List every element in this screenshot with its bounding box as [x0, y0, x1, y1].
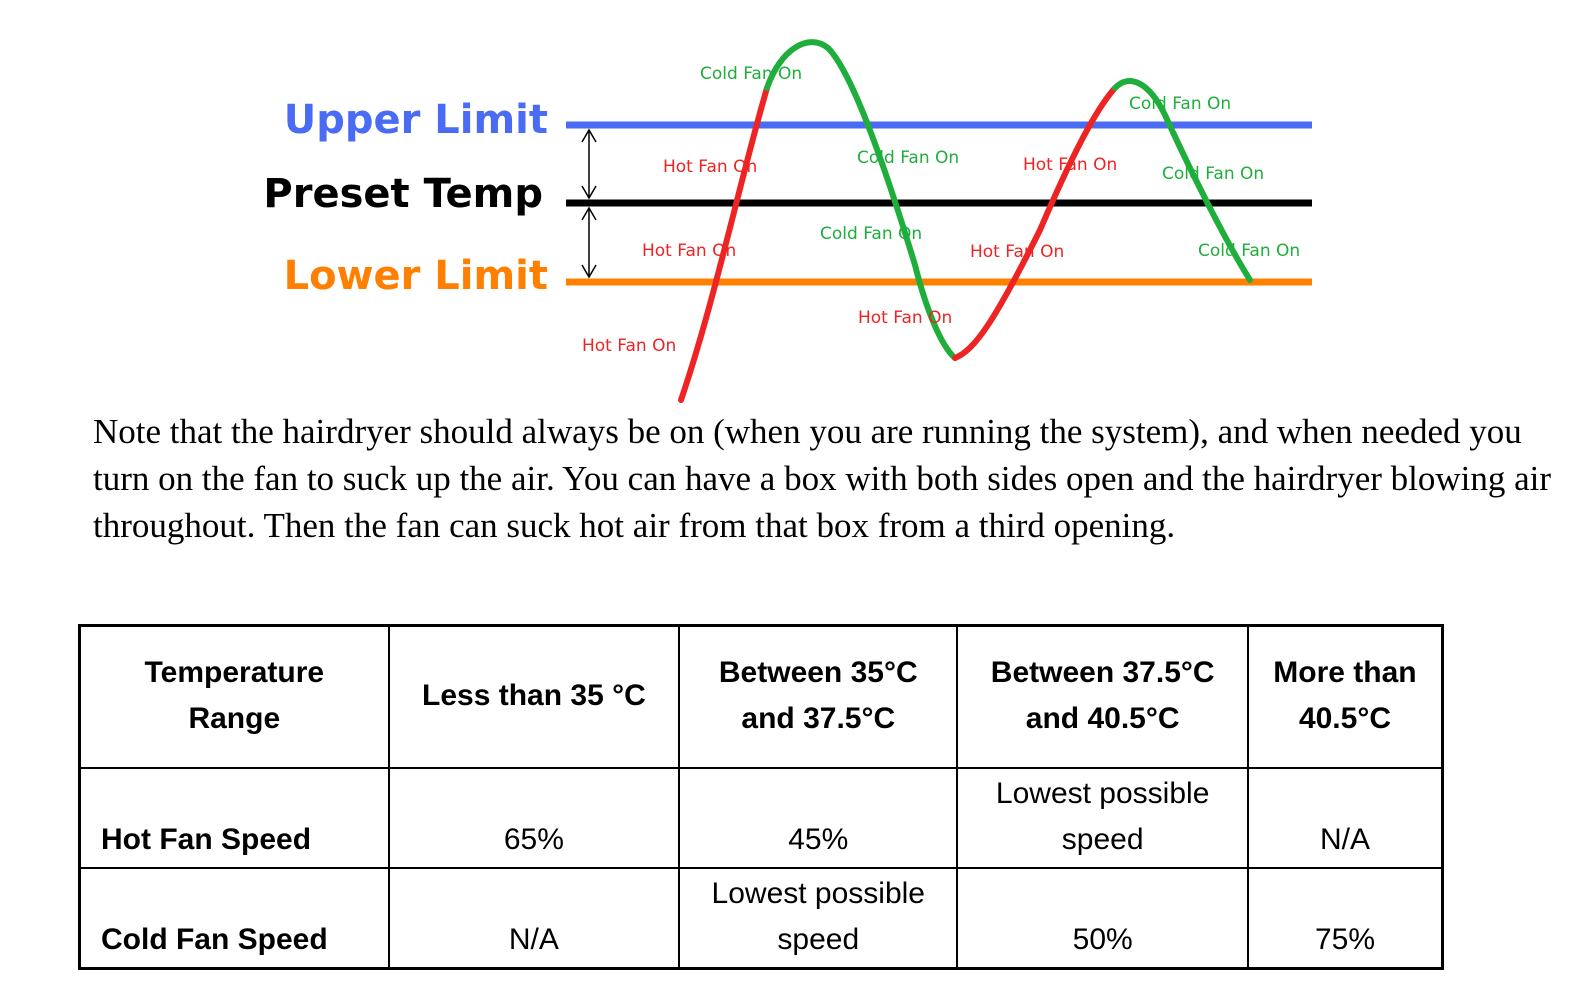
header-line: and 40.5°C: [1025, 701, 1180, 735]
header-line: Between 37.5°C: [990, 655, 1215, 689]
header-line: Temperature: [144, 655, 325, 689]
table-cell: 50%: [956, 866, 1249, 969]
table-cell: 65%: [387, 766, 681, 869]
lower-limit-label: Lower Limit: [284, 253, 548, 299]
upper-limit-label: Upper Limit: [284, 97, 548, 143]
hot-fan-curve-segment: [952, 85, 1118, 361]
cold-fan-curve-segment: [1112, 78, 1253, 283]
header-line: Between 35°C: [718, 655, 918, 689]
header-line: 40.5°C: [1298, 701, 1391, 735]
temperature-curve: [678, 39, 1253, 403]
header-between-37-5-40-5: Between 37.5°C and 40.5°C: [956, 624, 1249, 769]
table-cell: 45%: [678, 766, 959, 869]
hot-fan-curve-segment: [678, 85, 770, 403]
header-line: Less than 35 °C: [422, 678, 646, 712]
hot-fan-on-label: Hot Fan On: [1023, 155, 1117, 175]
hot-fan-on-label: Hot Fan On: [582, 336, 676, 356]
note-paragraph: Note that the hairdryer should always be…: [93, 412, 1552, 545]
table-cell: 75%: [1246, 866, 1444, 969]
preset-temp-label: Preset Temp: [263, 171, 543, 217]
lower-range-arrow: [581, 206, 597, 279]
header-more-than-40-5: More than 40.5°C: [1246, 624, 1444, 769]
table-cell: Lowest possible speed: [678, 866, 959, 969]
hot-fan-on-label: Hot Fan On: [970, 242, 1064, 262]
fan-speed-table: Temperature Range Less than 35 °C Betwee…: [78, 624, 1444, 970]
cell-line: speed: [777, 922, 860, 956]
table-header-row: Temperature Range Less than 35 °C Betwee…: [78, 624, 1444, 769]
cold-fan-on-label: Cold Fan On: [820, 224, 922, 244]
fan-control-diagram: Upper Limit Preset Temp Lower Limit Cold…: [263, 39, 1312, 403]
cold-fan-on-label: Cold Fan On: [700, 64, 802, 84]
table-cell: N/A: [1246, 766, 1444, 869]
cold-fan-on-label: Cold Fan On: [1129, 94, 1231, 114]
header-less-than-35: Less than 35 °C: [387, 624, 681, 769]
cold-fan-on-label: Cold Fan On: [857, 148, 959, 168]
cold-fan-speed-label: Cold Fan Speed: [78, 866, 390, 969]
header-between-35-37-5: Between 35°C and 37.5°C: [678, 624, 959, 769]
table-cell: N/A: [387, 866, 681, 969]
upper-range-arrow: [581, 128, 597, 200]
hot-fan-on-label: Hot Fan On: [663, 157, 757, 177]
hot-fan-speed-row: Hot Fan Speed 65% 45% Lowest possible sp…: [78, 766, 1444, 869]
header-line: and 37.5°C: [741, 701, 896, 735]
header-line: Range: [188, 701, 281, 735]
cold-fan-on-label: Cold Fan On: [1198, 241, 1300, 261]
cold-fan-on-label: Cold Fan On: [1162, 164, 1264, 184]
header-temperature-range: Temperature Range: [78, 624, 390, 769]
cell-line: Lowest possible: [711, 876, 925, 910]
cold-fan-curve-segment: [764, 39, 958, 361]
cold-fan-speed-row: Cold Fan Speed N/A Lowest possible speed…: [78, 866, 1444, 969]
hot-fan-on-label: Hot Fan On: [642, 241, 736, 261]
table-cell: Lowest possible speed: [956, 766, 1249, 869]
header-line: More than: [1273, 655, 1417, 689]
hot-fan-speed-label: Hot Fan Speed: [78, 766, 390, 869]
hot-fan-on-label: Hot Fan On: [858, 308, 952, 328]
cell-line: speed: [1061, 822, 1144, 856]
cell-line: Lowest possible: [995, 776, 1210, 810]
